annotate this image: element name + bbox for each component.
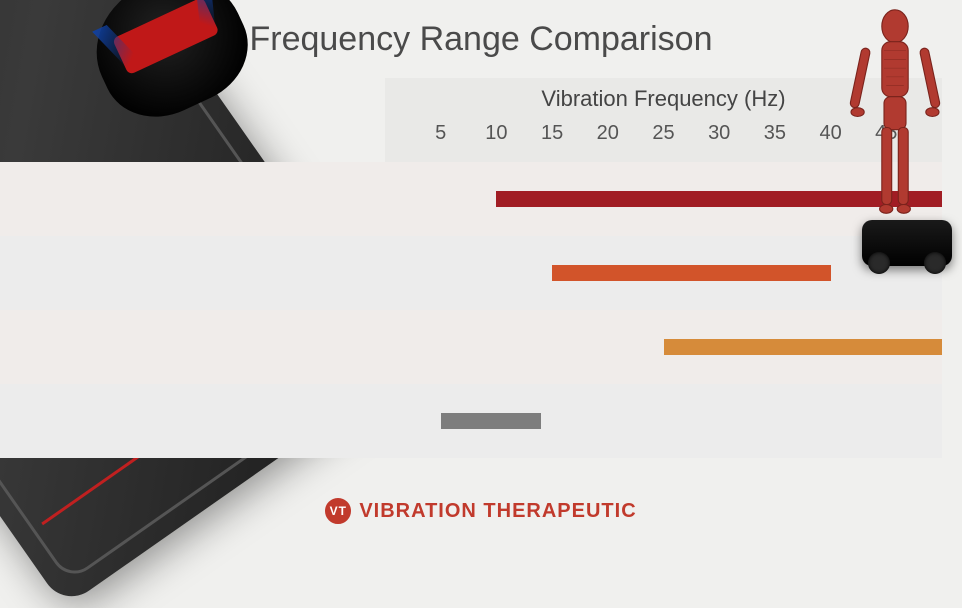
- bar-row: [385, 236, 942, 310]
- x-tick: 5: [435, 122, 446, 145]
- brand-text: VIBRATION THERAPEUTIC: [359, 500, 636, 523]
- x-tick: 30: [708, 122, 730, 145]
- x-tick: 25: [652, 122, 674, 145]
- x-tick: 35: [764, 122, 786, 145]
- range-bar: [441, 413, 541, 429]
- range-bar: [552, 265, 831, 281]
- x-tick: 10: [485, 122, 507, 145]
- footer: VT VIBRATION THERAPEUTIC: [0, 498, 962, 524]
- bar-row: [385, 384, 942, 458]
- range-bar: [664, 339, 943, 355]
- frequency-range-chart: Natural Frequency Range ofHuman Body Sof…: [0, 78, 942, 458]
- x-tick: 15: [541, 122, 563, 145]
- vt-device-icon: [862, 220, 952, 266]
- x-tick: 20: [597, 122, 619, 145]
- bar-row: [385, 310, 942, 384]
- brand-name: VT VIBRATION THERAPEUTIC: [325, 498, 636, 524]
- vt-logo-icon: VT: [325, 498, 351, 524]
- anatomy-figure-icon: [840, 4, 950, 229]
- x-tick: 40: [819, 122, 841, 145]
- page-title: Frequency Range Comparison: [0, 20, 962, 59]
